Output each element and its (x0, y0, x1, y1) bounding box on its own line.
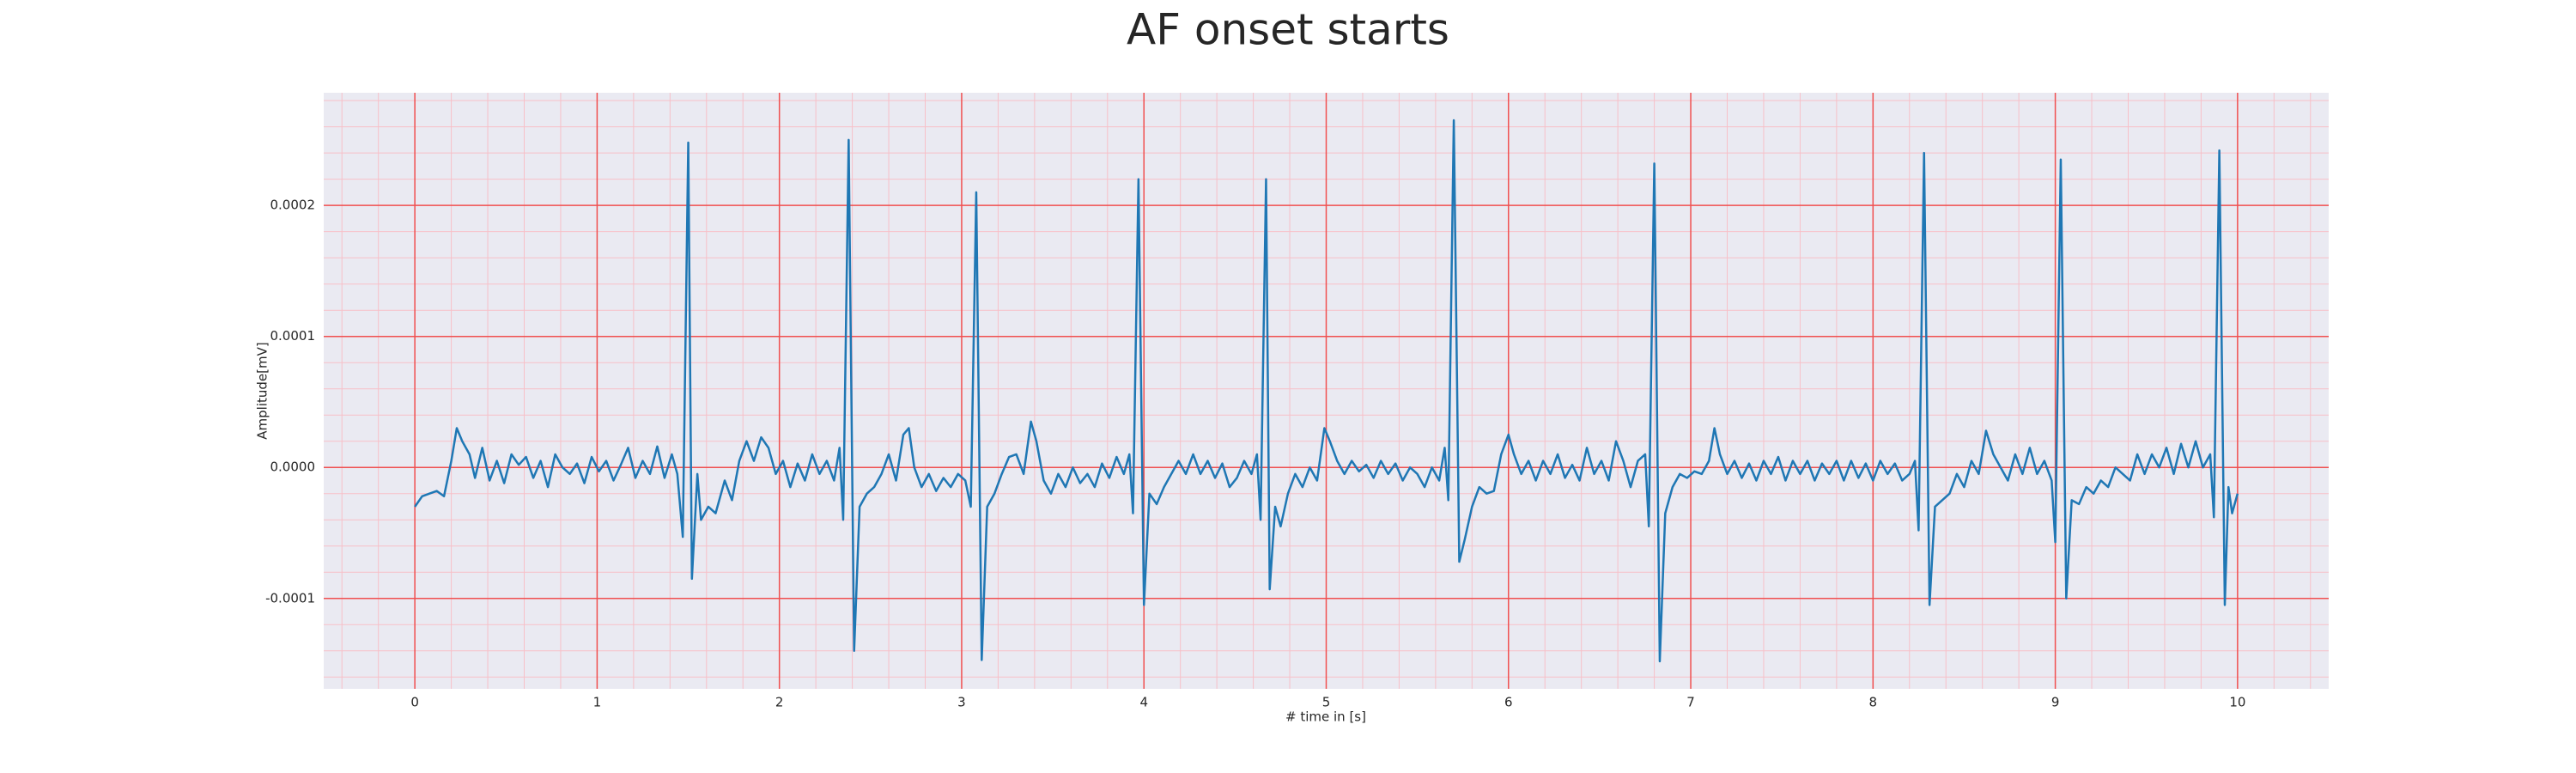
y-tick-label: 0.0001 (270, 328, 316, 344)
y-tick-label: 0.0002 (270, 198, 316, 213)
x-axis-label: # time in [s] (1285, 709, 1366, 725)
y-axis-label: Amplitude[mV] (255, 342, 270, 439)
x-tick-label: 10 (2229, 695, 2245, 710)
ecg-line (414, 119, 2239, 663)
y-tick-label: 0.0000 (270, 460, 316, 475)
x-tick-label: 6 (1504, 695, 1513, 710)
x-tick-label: 2 (775, 695, 784, 710)
x-tick-label: 7 (1686, 695, 1695, 710)
x-tick-label: 8 (1869, 695, 1878, 710)
y-tick-label: -0.0001 (265, 590, 315, 606)
x-tick-label: 3 (957, 695, 966, 710)
x-tick-label: 4 (1139, 695, 1148, 710)
x-tick-label: 1 (593, 695, 602, 710)
x-tick-label: 9 (2051, 695, 2060, 710)
x-tick-label: 5 (1322, 695, 1331, 710)
chart-title: AF onset starts (1127, 5, 1449, 55)
x-tick-label: 0 (410, 695, 419, 710)
